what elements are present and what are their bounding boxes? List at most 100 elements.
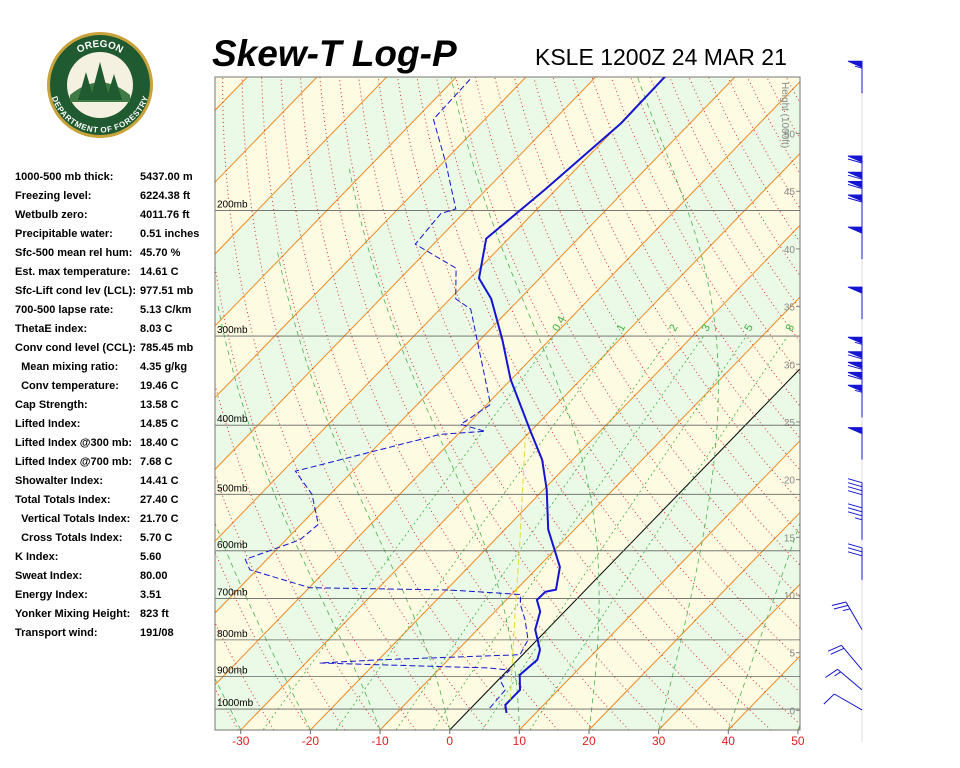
index-value: 14.41 C: [140, 475, 179, 487]
wind-barb: [847, 226, 863, 260]
isotherm: [658, 583, 800, 730]
index-label: Yonker Mixing Height:: [15, 608, 130, 620]
wind-barb: [823, 693, 863, 711]
index-label: ThetaE index:: [15, 323, 87, 335]
mixing-ratio-line: [262, 335, 555, 730]
pressure-label: 600mb: [217, 540, 248, 551]
pressure-label: 500mb: [217, 483, 248, 494]
wind-barb-staff: [827, 644, 863, 671]
dry-adiabat: [688, 77, 800, 277]
index-label: Cross Totals Index:: [15, 532, 122, 544]
index-value: 5.60: [140, 551, 161, 563]
index-label: Conv temperature:: [15, 380, 119, 392]
index-label: Vertical Totals Index:: [15, 513, 130, 525]
wind-barb-staff: [847, 478, 863, 515]
x-tick-label: 30: [652, 734, 666, 748]
isotherm: [215, 77, 457, 327]
index-value: 5.13 C/km: [140, 304, 192, 316]
isotherm: [215, 77, 596, 471]
index-label: 700-500 lapse rate:: [15, 304, 113, 316]
plot-foreground: 0.4 1 2 3 5 8200mb300mb400mb500mb600mb700mb80…: [214, 60, 863, 748]
isotherm: [215, 77, 666, 542]
wind-barb-pennant: [847, 384, 863, 393]
height-axis-title: Height (1000ft): [779, 82, 790, 148]
pressure-label: 200mb: [217, 199, 248, 210]
dry-adiabat: [436, 77, 800, 693]
wind-barb: [847, 60, 863, 94]
isotherm: [797, 727, 800, 730]
index-value: 5.70 C: [140, 532, 172, 544]
index-label: 1000-500 mb thick:: [15, 171, 113, 183]
isotherm: [379, 296, 800, 730]
x-tick-label: -10: [371, 734, 389, 748]
wind-barb-pennant: [847, 60, 863, 68]
index-value: 0.51 inches: [140, 228, 199, 240]
height-tick-label: 20: [784, 476, 796, 487]
wind-barb-pennant: [847, 181, 863, 189]
mixing-ratio-line: [529, 335, 788, 730]
wind-barb: [827, 644, 863, 671]
index-value: 19.46 C: [140, 380, 179, 392]
dry-adiabat: [494, 77, 800, 598]
mixing-ratio-label: 1: [615, 322, 628, 333]
index-label: Energy Index:: [15, 589, 88, 601]
index-value: 4011.76 ft: [140, 209, 190, 221]
chart-subtitle: KSLE 1200Z 24 MAR 21: [535, 44, 787, 70]
height-tick-label: 25: [784, 418, 796, 429]
height-tick-label: 0: [789, 706, 795, 717]
moist-adiabat: [797, 723, 800, 730]
height-tick-label: 10: [784, 591, 796, 602]
dry-adiabat: [785, 77, 800, 105]
isotherm: [588, 511, 800, 730]
index-label: K Index:: [15, 551, 58, 563]
index-label: Showalter Index:: [15, 475, 103, 487]
wind-barb: [825, 668, 863, 691]
index-label: Total Totals Index:: [15, 494, 111, 506]
dry-adiabat: [572, 77, 800, 471]
index-value: 191/08: [140, 627, 174, 639]
index-value: 6224.38 ft: [140, 190, 190, 202]
index-label: Sfc-Lift cond lev (LCL):: [15, 285, 136, 297]
index-value: 785.45 mb: [140, 342, 193, 354]
mixing-ratio-label: 2: [667, 322, 680, 333]
isotherm: [215, 80, 800, 686]
height-tick-label: 30: [784, 360, 796, 371]
dry-adiabat: [300, 77, 594, 730]
wind-barb: [847, 543, 863, 580]
logo-top-text: OREGON: [75, 39, 125, 56]
index-value: 80.00: [140, 570, 168, 582]
x-tick-label: 10: [513, 734, 527, 748]
x-tick-label: -30: [232, 734, 250, 748]
wind-barb-staff: [847, 503, 863, 540]
wind-barb: [847, 478, 863, 515]
wind-barb: [847, 427, 863, 460]
wind-barb: [831, 601, 863, 630]
wind-barb: [847, 286, 863, 320]
index-label: Est. max temperature:: [15, 266, 131, 278]
moist-adiabat: [450, 77, 600, 730]
wind-barb-staff: [847, 543, 863, 580]
chart-title: Skew-T Log-P: [212, 33, 457, 74]
index-label: Lifted Index @700 mb:: [15, 456, 132, 468]
dry-adiabat: [222, 77, 452, 730]
dry-adiabat: [825, 77, 960, 730]
isotherm: [215, 77, 527, 399]
wind-barb-pennant: [847, 226, 863, 234]
index-value: 21.70 C: [140, 513, 179, 525]
index-label: Freezing level:: [15, 190, 91, 202]
index-label: Sfc-500 mean rel hum:: [15, 247, 132, 259]
isotherm: [518, 439, 800, 730]
dry-adiabat: [261, 77, 523, 730]
height-tick-label: 50: [784, 130, 796, 141]
index-label: Cap Strength:: [15, 399, 88, 411]
wind-barb: [847, 384, 863, 418]
isotherm-band: [215, 81, 800, 730]
height-tick-label: 35: [784, 303, 796, 314]
index-value: 3.51: [140, 589, 161, 601]
index-value: 18.40 C: [140, 437, 179, 449]
x-tick-label: 50: [791, 734, 805, 748]
wind-barb-pennant: [847, 351, 863, 359]
index-value: 13.58 C: [140, 399, 179, 411]
